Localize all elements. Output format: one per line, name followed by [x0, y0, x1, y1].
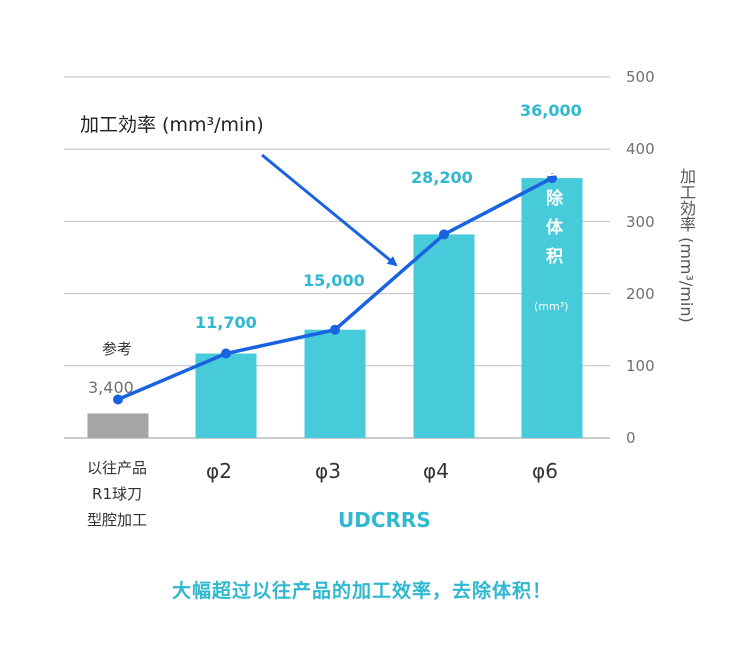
bar: [195, 353, 257, 438]
data-label-phi2: 11,700: [195, 313, 257, 332]
data-label-phi4: 28,200: [411, 168, 473, 187]
line-point: [547, 173, 557, 184]
bar: [413, 234, 475, 438]
bar-annotation: 去除体积: [542, 160, 562, 276]
category-label-reference-text: 以往产品 R1球刀 型腔加工: [86, 459, 147, 529]
bar: [87, 413, 149, 438]
data-label-phi3: 15,000: [303, 271, 365, 290]
bar: [304, 329, 366, 438]
category-label-reference: 以往产品 R1球刀 型腔加工: [72, 455, 162, 533]
bar: [521, 178, 583, 438]
line-series-legend: 加工効率 (mm³/min): [80, 114, 264, 136]
data-label-phi6: 36,000: [520, 101, 582, 120]
line-point: [113, 394, 123, 405]
group-label: UDCRRS: [338, 508, 431, 532]
y-axis-title: 加工効率 (mm³/min): [677, 168, 696, 323]
y-tick-label: 400: [626, 140, 655, 158]
category-label-phi4: φ4: [423, 459, 449, 483]
y-tick-label: 200: [626, 285, 655, 303]
y-tick-label: 0: [626, 429, 636, 447]
legend-pointer-arrow: [261, 153, 398, 267]
y-tick-label: 300: [626, 213, 655, 231]
y-tick-label: 500: [626, 68, 655, 86]
bar-annotation-unit: (mm³): [534, 300, 569, 313]
y-tick-label: 100: [626, 357, 655, 375]
line-point: [221, 348, 231, 359]
data-label-reference: 3,400: [88, 378, 134, 397]
category-label-phi2: φ2: [206, 459, 232, 483]
category-label-phi3: φ3: [315, 459, 341, 483]
category-label-phi6: φ6: [532, 459, 558, 483]
line-point: [439, 229, 449, 240]
footer-caption: 大幅超过以往产品的加工效率，去除体积！: [172, 580, 553, 602]
reference-tag: 参考: [102, 340, 133, 358]
line-point: [330, 324, 340, 335]
